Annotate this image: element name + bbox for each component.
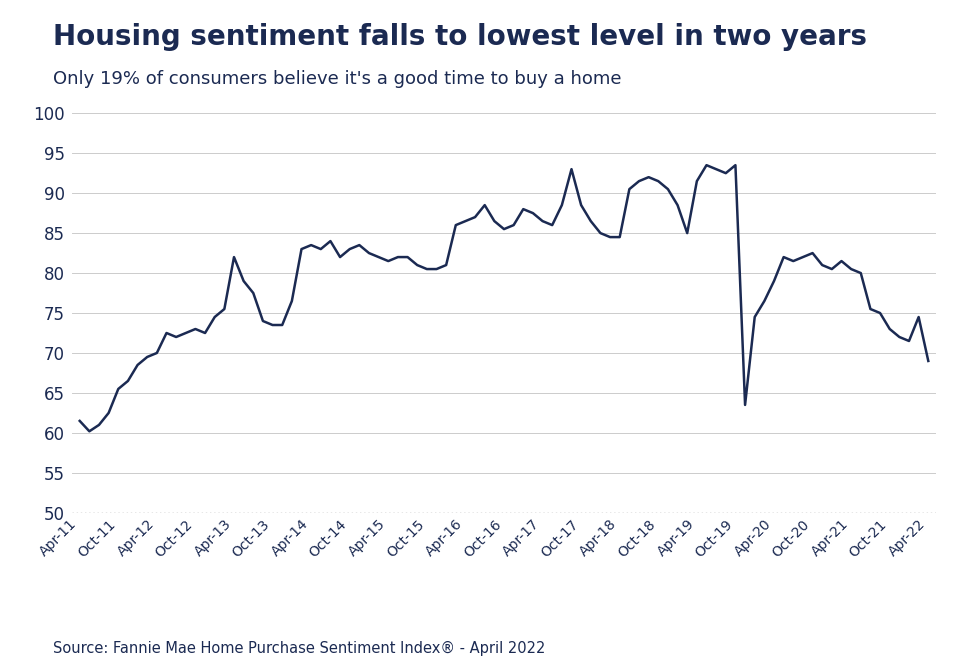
Text: Housing sentiment falls to lowest level in two years: Housing sentiment falls to lowest level … [53,23,867,51]
Text: Only 19% of consumers believe it's a good time to buy a home: Only 19% of consumers believe it's a goo… [53,70,621,88]
Text: Source: Fannie Mae Home Purchase Sentiment Index® - April 2022: Source: Fannie Mae Home Purchase Sentime… [53,641,545,656]
